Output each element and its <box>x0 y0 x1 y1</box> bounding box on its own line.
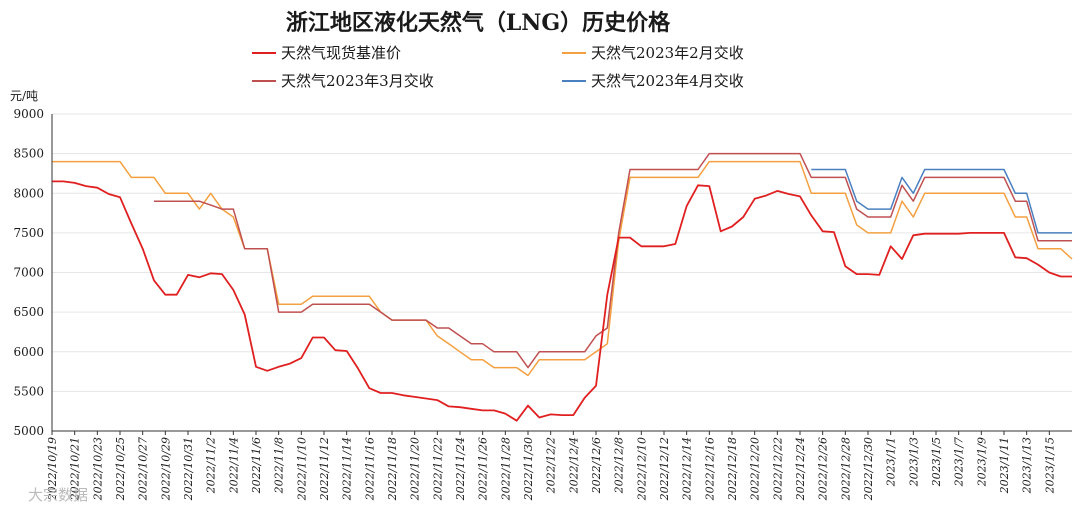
x-tick-label: 2022/11/14 <box>341 437 354 501</box>
y-axis-ticks: 5000 5500 6000 6500 7000 7500 8000 8500 9000 <box>13 107 44 438</box>
x-tick-label: 2022/11/12 <box>318 437 331 501</box>
x-tick-label: 2023/1/11 <box>998 437 1011 494</box>
x-tick-label: 2022/12/14 <box>681 437 694 501</box>
y-tick-label: 8500 <box>13 147 44 161</box>
x-tick-label: 2023/1/3 <box>907 437 920 487</box>
x-tick-label: 2022/12/22 <box>771 437 784 501</box>
x-tick-label: 2023/1/9 <box>975 437 988 487</box>
x-tick-label: 2022/11/28 <box>499 437 512 501</box>
y-tick-label: 8000 <box>13 186 44 200</box>
series-line-3 <box>811 168 1072 234</box>
x-tick-label: 2022/12/24 <box>794 437 807 501</box>
x-tick-label: 2022/11/22 <box>431 437 444 501</box>
legend-label: 天然气现货基准价 <box>281 44 401 62</box>
x-tick-label: 2022/12/2 <box>545 437 558 494</box>
x-tick-label: 2022/12/4 <box>567 437 580 494</box>
legend-label: 天然气2023年3月交收 <box>281 72 434 90</box>
x-tick-label: 2022/12/20 <box>749 437 762 501</box>
x-tick-label: 2022/10/31 <box>182 437 195 501</box>
y-tick-label: 9000 <box>13 107 44 121</box>
x-tick-label: 2022/12/30 <box>862 437 875 501</box>
x-tick-label: 2022/11/16 <box>363 437 376 501</box>
series-lines <box>52 152 1073 422</box>
y-tick-label: 6500 <box>13 305 44 319</box>
x-tick-label: 2022/10/21 <box>69 437 82 501</box>
x-tick-label: 2023/1/7 <box>953 437 966 487</box>
y-axis-unit: 元/吨 <box>10 89 38 103</box>
y-tick-label: 5500 <box>13 384 44 398</box>
y-tick-label: 6000 <box>13 345 44 359</box>
x-tick-label: 2022/11/20 <box>409 437 422 501</box>
x-tick-label: 2022/12/26 <box>817 437 830 501</box>
axes <box>51 114 1072 432</box>
x-tick-label: 2022/12/6 <box>590 437 603 494</box>
x-axis-ticks: 2022/10/19 2022/10/21 2022/10/23 2022/10/25… <box>46 431 1056 501</box>
x-tick-label: 2022/12/8 <box>613 437 626 494</box>
x-tick-label: 2022/12/12 <box>658 437 671 501</box>
x-tick-label: 2022/11/18 <box>386 437 399 501</box>
legend-label: 天然气2023年2月交收 <box>591 44 744 62</box>
x-tick-label: 2023/1/13 <box>1021 437 1034 494</box>
x-tick-label: 2022/11/8 <box>273 437 286 494</box>
x-tick-label: 2022/11/30 <box>522 437 535 501</box>
series-line-2 <box>154 152 1072 369</box>
x-tick-label: 2022/10/29 <box>159 437 172 501</box>
x-tick-label: 2022/11/10 <box>295 437 308 501</box>
x-tick-label: 2022/12/18 <box>726 437 739 501</box>
x-tick-label: 2022/10/23 <box>91 437 104 501</box>
x-tick-label: 2022/10/27 <box>137 437 150 501</box>
x-tick-label: 2023/1/5 <box>930 437 943 487</box>
x-tick-label: 2022/11/6 <box>250 437 263 494</box>
y-tick-label: 7000 <box>13 266 44 280</box>
x-tick-label: 2022/10/19 <box>46 437 59 501</box>
x-tick-label: 2022/11/4 <box>227 437 240 494</box>
y-tick-label: 5000 <box>13 424 44 438</box>
chart-title: 浙江地区液化天然气（LNG）历史价格 <box>286 10 671 36</box>
x-tick-label: 2023/1/15 <box>1043 437 1056 494</box>
x-tick-label: 2022/11/24 <box>454 437 467 501</box>
x-tick-label: 2022/11/2 <box>205 437 218 494</box>
series-line-0 <box>52 180 1072 422</box>
gridlines <box>52 113 1072 392</box>
x-tick-label: 2023/1/1 <box>885 437 898 487</box>
legend-label: 天然气2023年4月交收 <box>591 72 744 90</box>
x-tick-label: 2022/12/10 <box>635 437 648 501</box>
x-tick-label: 2022/12/16 <box>703 437 716 501</box>
watermark: 大宗数据 <box>28 486 88 504</box>
x-tick-label: 2022/12/28 <box>839 437 852 501</box>
x-tick-label: 2022/11/26 <box>477 437 490 501</box>
y-tick-label: 7500 <box>13 226 44 240</box>
x-tick-label: 2022/10/25 <box>114 437 127 501</box>
